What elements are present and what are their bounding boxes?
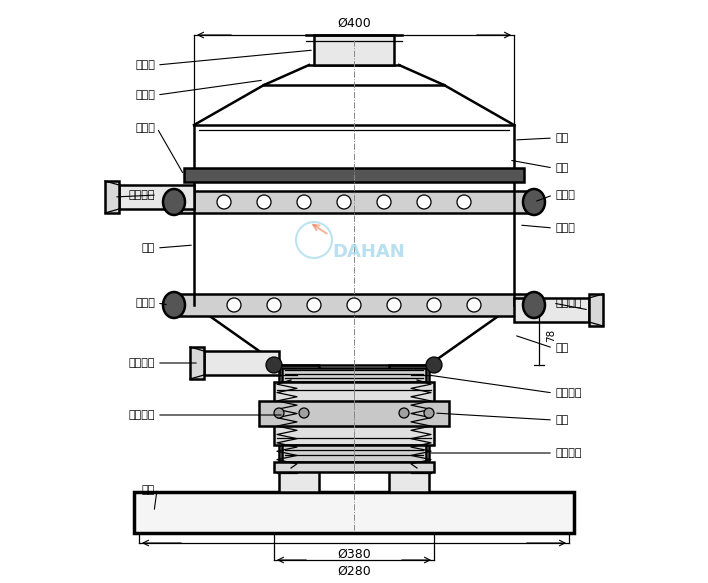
Text: Ø400: Ø400 [337, 16, 371, 30]
Circle shape [217, 195, 231, 209]
Bar [179, 191, 529, 213]
Circle shape [274, 408, 284, 418]
Text: 细出料口: 细出料口 [128, 358, 155, 368]
Text: 上框: 上框 [555, 133, 569, 143]
Circle shape [424, 408, 434, 418]
Text: Ø280: Ø280 [337, 564, 371, 578]
Circle shape [227, 298, 241, 312]
Circle shape [417, 195, 431, 209]
Bar [190, 347, 204, 379]
Text: 绗球环: 绗球环 [555, 190, 575, 200]
Ellipse shape [523, 189, 545, 215]
Text: 弹跳球: 弹跳球 [555, 223, 575, 233]
Circle shape [467, 298, 481, 312]
Text: 电机: 电机 [555, 415, 569, 425]
Circle shape [307, 298, 321, 312]
Text: 进料口: 进料口 [135, 60, 155, 70]
Bar [282, 445, 426, 462]
Text: 大束环: 大束环 [135, 298, 155, 308]
Bar [274, 382, 434, 445]
Circle shape [257, 195, 271, 209]
Text: 底框: 底框 [555, 343, 569, 353]
Text: 中框: 中框 [142, 243, 155, 253]
Circle shape [297, 195, 311, 209]
Text: 78: 78 [546, 328, 556, 342]
Text: 网架: 网架 [555, 163, 569, 173]
Text: 底座: 底座 [142, 485, 155, 495]
Text: 防尘盖: 防尘盖 [135, 90, 155, 100]
Bar [282, 368, 426, 382]
Bar [184, 168, 524, 182]
Text: 中出料口: 中出料口 [555, 298, 581, 308]
Circle shape [457, 195, 471, 209]
Ellipse shape [523, 292, 545, 318]
Circle shape [377, 195, 391, 209]
Bar [179, 294, 529, 316]
Bar [279, 365, 319, 492]
Text: 上部重锤: 上部重锤 [555, 388, 581, 398]
Circle shape [427, 298, 441, 312]
Text: 下部重锤: 下部重锤 [555, 448, 581, 458]
Bar [105, 181, 119, 213]
Circle shape [267, 298, 281, 312]
Text: 小束环: 小束环 [135, 123, 155, 133]
Ellipse shape [163, 189, 185, 215]
Circle shape [337, 195, 351, 209]
Bar [274, 462, 434, 472]
Text: 减震弹簧: 减震弹簧 [128, 410, 155, 420]
Bar [259, 401, 449, 426]
Circle shape [347, 298, 361, 312]
Ellipse shape [163, 292, 185, 318]
Bar [314, 35, 394, 65]
Circle shape [399, 408, 409, 418]
Bar [389, 365, 429, 492]
Circle shape [266, 357, 282, 373]
Circle shape [426, 357, 442, 373]
Text: DAHAN: DAHAN [333, 243, 406, 261]
Bar [119, 185, 194, 209]
Circle shape [299, 408, 309, 418]
Text: 粗出料口: 粗出料口 [128, 190, 155, 200]
Bar [204, 351, 279, 375]
Bar [514, 298, 589, 322]
Circle shape [387, 298, 401, 312]
Bar [134, 492, 574, 533]
Text: Ø380: Ø380 [337, 547, 371, 560]
Bar [589, 294, 603, 326]
